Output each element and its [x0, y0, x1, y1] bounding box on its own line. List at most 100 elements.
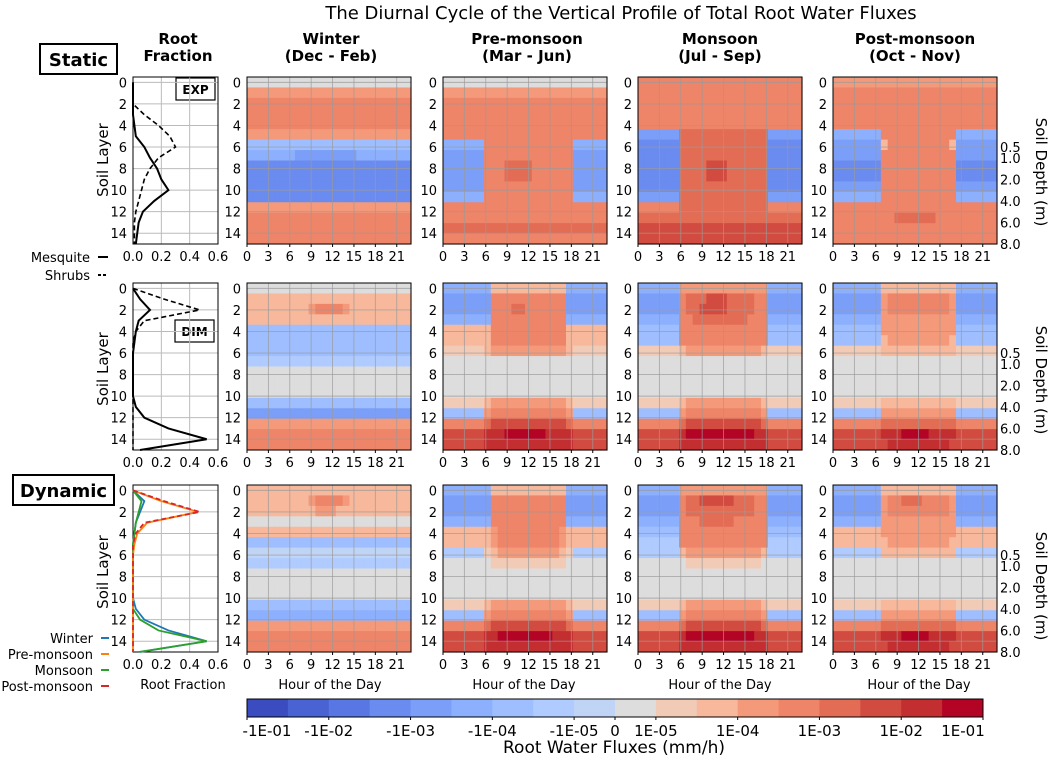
- heatmap-cell: [538, 97, 547, 109]
- heatmap-cell: [315, 516, 323, 528]
- heatmap-cell: [976, 335, 984, 347]
- exp-tag: EXP: [182, 83, 208, 97]
- heatmap-cell: [247, 641, 255, 653]
- heatmap-cell: [335, 150, 344, 162]
- heatmap-cell: [887, 335, 896, 347]
- heatmap-cell: [651, 223, 660, 235]
- heatmap-cell: [490, 87, 499, 99]
- heatmap-cell: [504, 223, 512, 235]
- heatmap-cell: [990, 191, 998, 203]
- heatmap-cell: [511, 139, 519, 151]
- heatmap-cell: [600, 160, 608, 172]
- heatmap-cell: [511, 439, 519, 451]
- heatmap-cell: [651, 202, 660, 214]
- heatmap-cell: [949, 376, 957, 388]
- heatmap-cell: [692, 610, 701, 622]
- heatmap-cell: [774, 366, 783, 378]
- heatmap-cell: [839, 223, 848, 235]
- heatmap-cell: [511, 366, 519, 378]
- heatmap-cell: [260, 439, 269, 451]
- heatmap-cell: [511, 631, 519, 643]
- heatmap-cell: [638, 526, 646, 538]
- heatmap-cell: [531, 631, 540, 643]
- heatmap-cell: [887, 418, 896, 430]
- heatmap-cell: [322, 324, 330, 336]
- soil-layer-tick-label: 8: [233, 369, 241, 384]
- heatmap-cell: [463, 212, 471, 224]
- heatmap-cell: [294, 376, 303, 388]
- heatmap-cell: [846, 233, 855, 245]
- heatmap-cell: [713, 314, 721, 326]
- heatmap-cell: [990, 223, 998, 235]
- heatmap-cell: [322, 303, 330, 315]
- heatmap-cell: [774, 429, 783, 441]
- rf-soil-layer-tick-label: 6: [119, 141, 127, 156]
- heatmap-cell: [658, 139, 666, 151]
- heatmap-cell: [867, 537, 875, 549]
- heatmap-cell: [880, 547, 889, 559]
- heatmap-cell: [692, 439, 701, 451]
- soil-layer-tick-label: 14: [420, 635, 437, 650]
- heatmap-cell: [267, 97, 275, 109]
- heatmap-cell: [651, 366, 660, 378]
- heatmap-cell: [545, 345, 553, 357]
- heatmap-cell: [699, 526, 707, 538]
- heatmap-cell: [490, 429, 499, 441]
- heatmap-cell: [559, 366, 567, 378]
- heatmap-cell: [699, 335, 707, 347]
- heatmap-cell: [853, 345, 861, 357]
- heatmap-cell: [294, 429, 303, 441]
- heatmap-cell: [322, 108, 330, 120]
- heatmap-cell: [638, 558, 646, 570]
- heatmap-cell: [247, 516, 255, 528]
- heatmap-cell: [301, 631, 310, 643]
- heatmap-cell: [247, 345, 255, 357]
- heatmap-cell: [921, 356, 930, 368]
- heatmap-cell: [853, 129, 861, 141]
- heatmap-cell: [281, 139, 289, 151]
- heatmap-cell: [726, 118, 735, 130]
- heatmap-cell: [443, 293, 451, 305]
- heatmap-cell: [545, 537, 553, 549]
- heatmap-cell: [404, 212, 412, 224]
- heatmap-cell: [281, 97, 289, 109]
- soil-layer-tick-label: 0: [624, 484, 632, 499]
- heatmap-cell: [518, 558, 526, 570]
- heatmap-cell: [833, 293, 841, 305]
- heatmap-cell: [651, 181, 660, 193]
- heatmap-cell: [274, 191, 282, 203]
- heatmap-cell: [853, 335, 861, 347]
- heatmap-cell: [443, 324, 451, 336]
- heatmap-cell: [559, 589, 567, 601]
- heatmap-cell: [894, 87, 902, 99]
- dynamic-label-box: [12, 474, 115, 506]
- heatmap-cell: [397, 439, 405, 451]
- soil-depth-tick-label: 0.5: [1000, 141, 1021, 156]
- heatmap-cell: [651, 558, 660, 570]
- heatmap-cell: [370, 314, 378, 326]
- heatmap-cell: [267, 408, 275, 420]
- hour-tick-label: 6: [286, 456, 294, 471]
- heatmap-cell: [699, 181, 707, 193]
- heatmap-cell: [443, 366, 451, 378]
- heatmap-cell: [949, 397, 957, 409]
- heatmap-cell: [349, 293, 357, 305]
- heatmap-cell: [552, 345, 560, 357]
- heatmap-cell: [874, 129, 882, 141]
- heatmap-cell: [477, 366, 485, 378]
- heatmap-cell: [390, 356, 398, 368]
- heatmap-cell: [880, 356, 889, 368]
- heatmap-cell: [846, 547, 855, 559]
- heatmap-cell: [490, 160, 499, 172]
- heatmap-cell: [969, 324, 978, 336]
- heatmap-cell: [692, 495, 701, 507]
- heatmap-cell: [935, 314, 943, 326]
- heatmap-cell: [267, 599, 275, 611]
- heatmap-cell: [593, 108, 601, 120]
- heatmap-cell: [390, 191, 398, 203]
- hour-tick-label: 15: [737, 456, 754, 471]
- heatmap-cell: [754, 516, 762, 528]
- heatmap-cell: [477, 526, 485, 538]
- heatmap-cell: [901, 314, 909, 326]
- heatmap-cell: [463, 335, 471, 347]
